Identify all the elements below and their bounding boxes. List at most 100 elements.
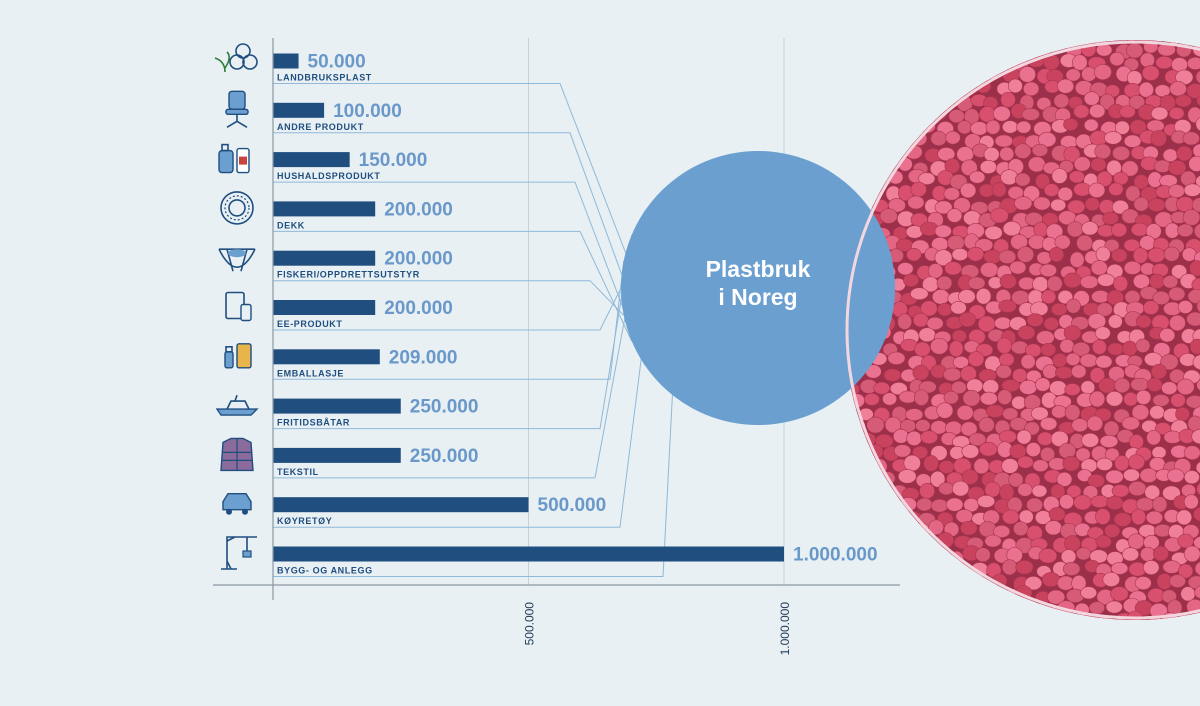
plastic-pellet [891, 564, 910, 579]
plastic-pellet [1147, 247, 1166, 263]
plastic-pellet [1161, 381, 1178, 395]
plastic-pellet [903, 273, 920, 287]
plastic-pellet [1089, 367, 1105, 384]
plastic-pellet [957, 120, 972, 135]
plastic-pellet [886, 537, 903, 554]
plastic-pellet [865, 160, 882, 177]
plastic-pellet [1052, 353, 1068, 368]
plastic-pellet [984, 225, 1003, 240]
plastic-pellet [1062, 455, 1080, 472]
plastic-pellet [845, 144, 857, 159]
pellet-circle-rim [845, 40, 1200, 620]
plastic-pellet [1000, 169, 1019, 186]
plastic-pellet [914, 341, 931, 357]
plastic-pellet [1185, 395, 1200, 409]
plastic-pellet [898, 573, 916, 588]
plastic-pellet [1072, 341, 1091, 357]
plastic-pellet [981, 53, 998, 70]
plastic-pellet [945, 497, 964, 512]
plastic-pellet [1038, 548, 1058, 564]
plastic-pellet [1110, 586, 1129, 602]
plastic-pellet [1014, 172, 1031, 187]
plastic-pellet [888, 41, 904, 58]
plastic-pellet [923, 66, 942, 80]
plastic-pellet [845, 486, 861, 501]
plastic-pellet [1069, 251, 1085, 268]
plastic-pellet [882, 576, 898, 590]
plastic-pellet [1049, 246, 1065, 263]
plastic-pellet [1168, 286, 1186, 302]
plastic-pellet [922, 591, 939, 605]
plastic-pellet [1121, 547, 1140, 562]
plastic-pellet [930, 470, 946, 488]
plastic-pellet [956, 405, 974, 421]
plastic-pellet [907, 195, 925, 210]
plastic-pellet [1057, 78, 1075, 94]
plastic-pellet [1121, 416, 1140, 431]
plastic-pellet [1090, 260, 1108, 276]
plastic-pellet [1071, 418, 1089, 433]
plastic-pellet [865, 601, 881, 616]
plastic-pellet [900, 82, 917, 98]
plastic-pellet [868, 472, 886, 488]
detergent-bottles-icon [218, 143, 250, 174]
bar-category-label: FISKERI/OPPDRETTSUTSTYR [277, 270, 420, 280]
plastic-pellet [1182, 131, 1200, 146]
plastic-pellet [1162, 148, 1178, 163]
plastic-pellet [971, 584, 988, 601]
plastic-pellet [845, 120, 856, 137]
plastic-pellet [1088, 182, 1106, 198]
plastic-pellet [1071, 364, 1087, 379]
plastic-pellet [1026, 313, 1044, 327]
plastic-pellet [994, 134, 1014, 148]
sprout-pellets-icon [214, 43, 258, 73]
plastic-pellet [950, 301, 967, 315]
plastic-pellet [845, 600, 851, 616]
plastic-pellet [1159, 328, 1176, 343]
plastic-pellet [1189, 338, 1200, 355]
plastic-pellet [1031, 484, 1048, 498]
plastic-pellet [1139, 467, 1158, 483]
bar [273, 53, 299, 69]
plastic-pellet [876, 94, 894, 109]
plastic-pellet [1066, 484, 1082, 498]
plastic-pellet [845, 40, 862, 54]
plastic-pellet [1079, 275, 1099, 289]
plastic-pellet [1048, 507, 1066, 522]
plastic-pellet [890, 65, 910, 80]
plastic-pellet [941, 71, 957, 85]
plastic-pellet [1033, 196, 1051, 211]
plastic-pellet [962, 389, 981, 407]
plastic-pellet [903, 454, 921, 472]
plastic-pellet [1119, 105, 1136, 119]
plastic-pellet [853, 55, 869, 69]
plastic-pellet [1054, 234, 1071, 250]
plastic-pellet [1000, 91, 1016, 108]
plastic-pellet [845, 418, 851, 434]
bar-category-label: HUSHALDSPRODUKT [277, 171, 381, 181]
plastic-pellet [1007, 40, 1024, 43]
bar-category-label: EE-PRODUKT [277, 319, 343, 329]
plastic-pellet [962, 54, 980, 71]
plastic-pellet [873, 118, 889, 132]
plastic-pellet [1031, 143, 1049, 157]
plastic-pellet [893, 507, 909, 524]
plastic-pellet [1150, 130, 1167, 147]
plastic-pellet [1195, 69, 1200, 85]
plastic-pellet [1152, 496, 1168, 513]
plastic-pellet [1046, 275, 1063, 292]
plastic-pellet [1059, 494, 1074, 510]
connector-line [273, 260, 625, 380]
plastic-pellet [1108, 182, 1124, 196]
center-circle [621, 151, 895, 425]
plastic-pellet [1030, 614, 1049, 620]
plastic-pellet [860, 481, 877, 497]
plastic-pellet [1094, 143, 1112, 160]
plastic-pellet [851, 522, 867, 537]
plastic-pellet [910, 181, 927, 198]
plastic-pellet [938, 460, 955, 474]
plastic-pellet [913, 389, 930, 406]
plastic-pellet [1105, 40, 1121, 43]
bar-value-label: 500.000 [538, 495, 607, 516]
plastic-pellet [1068, 170, 1085, 184]
